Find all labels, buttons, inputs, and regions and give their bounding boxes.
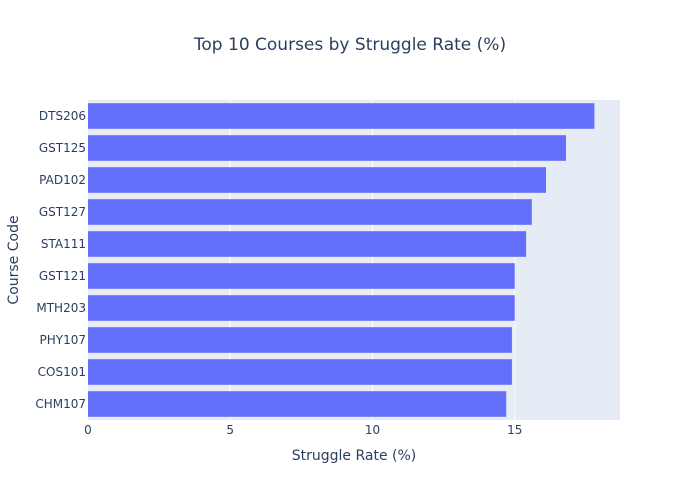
x-tick-label: 15	[507, 423, 522, 437]
y-tick-label: PAD102	[39, 173, 86, 187]
y-tick-label: CHM107	[35, 397, 86, 411]
bar-pad102	[88, 167, 547, 193]
bar-gst121	[88, 263, 515, 289]
x-tick-label: 5	[226, 423, 234, 437]
bar-gst127	[88, 199, 532, 225]
bar-dts206	[88, 103, 595, 129]
y-tick-label: DTS206	[39, 109, 86, 123]
y-tick-label: STA111	[41, 237, 86, 251]
y-tick-label: MTH203	[36, 301, 86, 315]
bar-mth203	[88, 295, 515, 321]
y-tick-label: GST125	[39, 141, 86, 155]
bar-sta111	[88, 231, 527, 257]
chart-title: Top 10 Courses by Struggle Rate (%)	[193, 35, 506, 55]
y-tick-labels: DTS206 GST125 PAD102 GST127 STA111 GST121 MTH2…	[35, 109, 86, 411]
bar-chm107	[88, 391, 507, 417]
x-tick-label: 0	[84, 423, 92, 437]
y-axis-title: Course Code	[6, 215, 22, 304]
y-tick-label: GST127	[39, 205, 86, 219]
y-tick-label: PHY107	[40, 333, 87, 347]
y-tick-label: COS101	[38, 365, 86, 379]
bar-phy107	[88, 327, 512, 353]
bar-cos101	[88, 359, 512, 385]
bars	[88, 103, 595, 417]
y-tick-label: GST121	[39, 269, 86, 283]
bar-gst125	[88, 135, 566, 161]
x-tick-label: 10	[365, 423, 380, 437]
x-tick-labels: 0 5 10 15	[84, 423, 522, 437]
x-axis-title: Struggle Rate (%)	[292, 448, 417, 464]
